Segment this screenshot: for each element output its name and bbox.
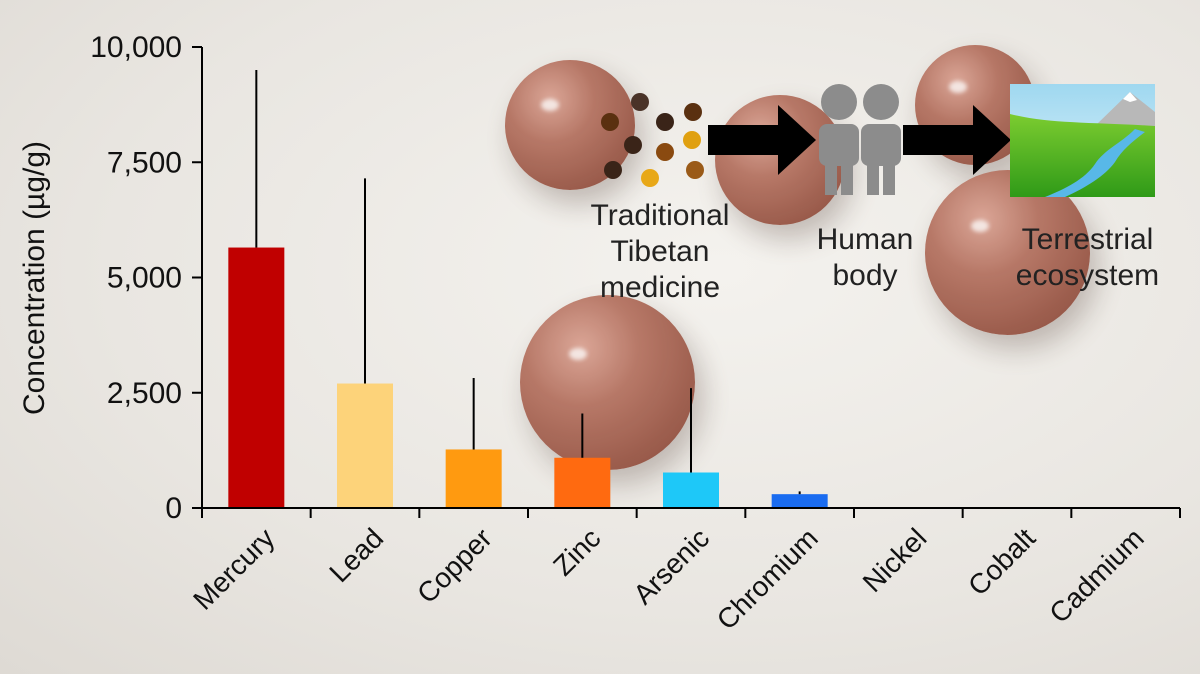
x-tick-label-chromium: Chromium <box>711 522 824 635</box>
y-tick-label: 10,000 <box>90 31 182 64</box>
x-tick-label-arsenic: Arsenic <box>627 522 715 610</box>
y-tick-label: 0 <box>165 492 182 525</box>
flow-label-medicine: Traditional Tibetan medicine <box>560 198 760 306</box>
flow-label-medicine-line1: Traditional <box>590 199 730 232</box>
bar-lead <box>337 383 393 508</box>
flow-label-human-line2: body <box>832 259 898 292</box>
flow-label-medicine-line3: medicine <box>599 271 721 304</box>
bar-copper <box>445 449 502 508</box>
flow-label-ecosystem: Terrestrial ecosystem <box>990 222 1185 294</box>
flow-label-human-line1: Human <box>816 223 914 256</box>
flow-label-medicine-line2: Tibetan <box>610 235 710 268</box>
y-axis-label: Concentration (µg/g) <box>18 141 51 415</box>
bar-zinc <box>554 457 611 508</box>
pill-ball-4 <box>925 170 1090 335</box>
x-tick-label-copper: Copper <box>411 522 498 609</box>
flow-label-ecosystem-line1: Terrestrial <box>1021 223 1154 256</box>
arrow-right-icon <box>708 105 816 175</box>
arrow-right-icon <box>903 105 1011 175</box>
x-tick-label-mercury: Mercury <box>187 522 280 615</box>
x-tick-label-nickel: Nickel <box>857 522 933 598</box>
landscape-icon <box>1010 84 1155 197</box>
x-tick-label-zinc: Zinc <box>547 522 606 581</box>
bar-chromium <box>771 494 828 508</box>
flow-label-human: Human body <box>790 222 940 294</box>
y-tick-label: 7,500 <box>107 146 182 179</box>
x-tick-label-cadmium: Cadmium <box>1043 522 1150 629</box>
flow-label-ecosystem-line2: ecosystem <box>1015 259 1160 292</box>
bar-mercury <box>228 247 285 508</box>
pill-ball-5 <box>520 295 695 470</box>
y-tick-label: 5,000 <box>107 262 182 295</box>
people-icon <box>819 84 901 195</box>
medicine-granules-icon <box>601 93 704 187</box>
y-tick-label: 2,500 <box>107 377 182 410</box>
x-tick-label-lead: Lead <box>323 522 389 588</box>
bar-arsenic <box>663 472 719 508</box>
x-tick-label-cobalt: Cobalt <box>962 522 1041 601</box>
